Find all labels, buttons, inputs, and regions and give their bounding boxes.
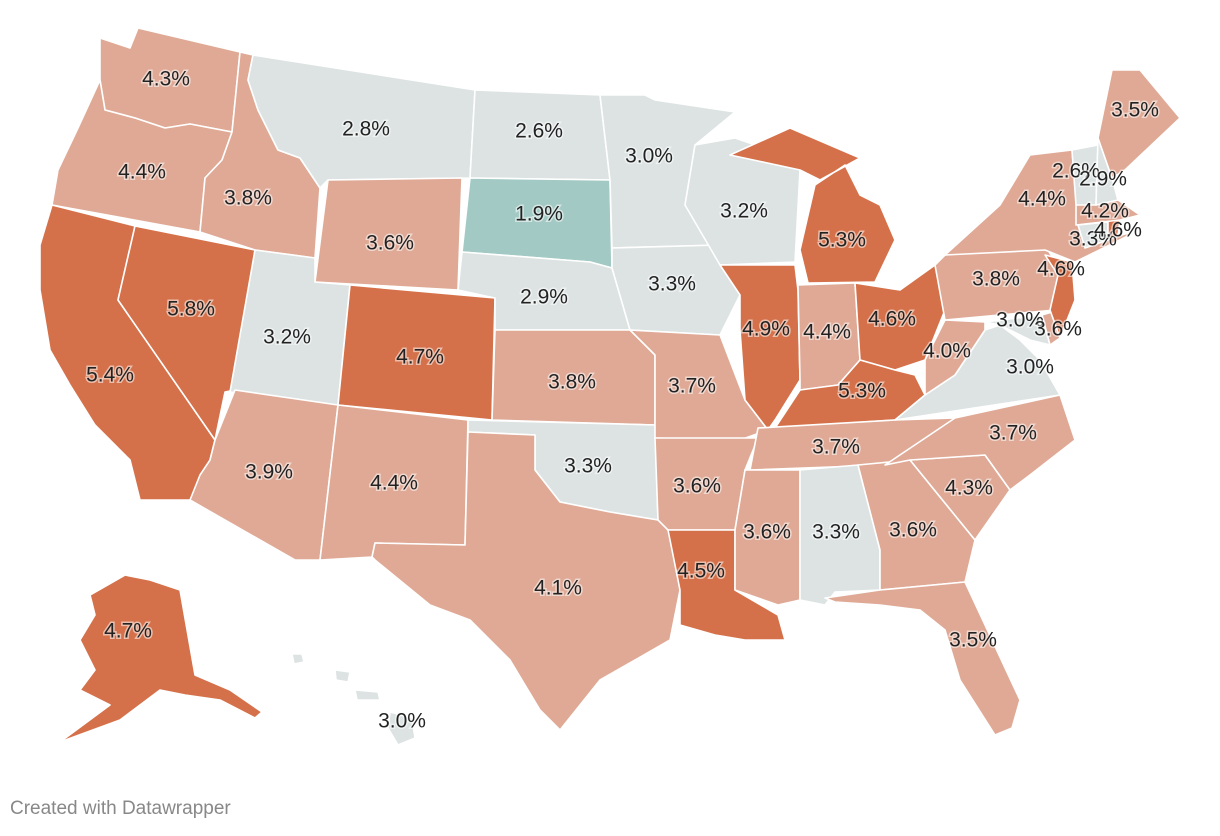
label-KS: 3.8% [548,371,596,394]
state-NJ[interactable] [1044,254,1076,339]
label-ND: 2.6% [515,120,563,143]
label-NE: 2.9% [520,286,568,309]
label-HI: 3.0% [378,710,426,733]
label-NM: 4.4% [370,472,418,495]
state-MO[interactable] [629,329,769,441]
label-ID: 3.8% [224,187,272,210]
state-shapes [39,27,1181,746]
label-AZ: 3.9% [245,461,293,484]
state-WI[interactable] [684,137,801,266]
label-AK: 4.7% [104,620,152,643]
label-NH: 2.9% [1079,168,1127,191]
datawrapper-credit: Created with Datawrapper [10,798,231,819]
label-VT: 2.6% [1052,160,1100,183]
label-NJ: 4.6% [1037,258,1085,281]
state-MD[interactable] [984,314,1051,346]
state-ME[interactable] [1097,69,1181,179]
state-MI[interactable] [729,127,896,284]
label-VA: 3.0% [1006,356,1054,379]
label-MD: 3.0% [996,309,1044,332]
label-CO: 4.7% [396,346,444,369]
label-OH: 4.6% [868,308,916,331]
label-PA: 3.8% [972,268,1020,291]
label-NV: 5.8% [167,298,215,321]
label-OR: 4.4% [118,161,166,184]
label-TX: 4.1% [534,577,582,600]
label-FL: 3.5% [949,629,997,652]
state-labels: 4.3% 4.4% 5.4% 5.8% 3.8% 2.8% 3.6% 3.2% … [85,66,1161,734]
label-RI: 4.6% [1094,219,1142,242]
label-MN: 3.0% [625,145,673,168]
label-NC: 3.7% [989,422,1037,445]
state-HI[interactable] [291,653,416,746]
label-MS: 3.6% [743,521,791,544]
label-IA: 3.3% [648,273,696,296]
label-AR: 3.6% [673,475,721,498]
state-AK[interactable] [59,574,263,743]
label-TN: 3.7% [812,436,860,459]
label-WY: 3.6% [366,232,414,255]
state-TX[interactable] [371,431,681,731]
label-CA: 5.4% [86,364,134,387]
label-MA: 4.2% [1081,200,1129,223]
label-NY: 4.4% [1018,188,1066,211]
label-AL: 3.3% [812,521,860,544]
state-FL[interactable] [824,581,1021,736]
label-IL: 4.9% [742,318,790,341]
label-OK: 3.3% [564,455,612,478]
label-KY: 5.3% [838,380,886,403]
state-IL[interactable] [719,264,801,431]
label-UT: 3.2% [263,326,311,349]
label-CT: 3.3% [1069,228,1117,251]
label-WV: 4.0% [923,340,971,363]
label-LA: 4.5% [677,560,725,583]
state-NC[interactable] [884,394,1076,491]
label-DE: 3.6% [1034,318,1082,341]
label-WI: 3.2% [720,200,768,223]
label-IN: 4.4% [803,321,851,344]
label-WA: 4.3% [142,68,190,91]
label-SD: 1.9% [515,203,563,226]
label-GA: 3.6% [889,519,937,542]
label-MO: 3.7% [668,375,716,398]
label-ME: 3.5% [1111,99,1159,122]
label-MT: 2.8% [342,118,390,141]
label-SC: 4.3% [945,477,993,500]
label-MI: 5.3% [818,229,866,252]
